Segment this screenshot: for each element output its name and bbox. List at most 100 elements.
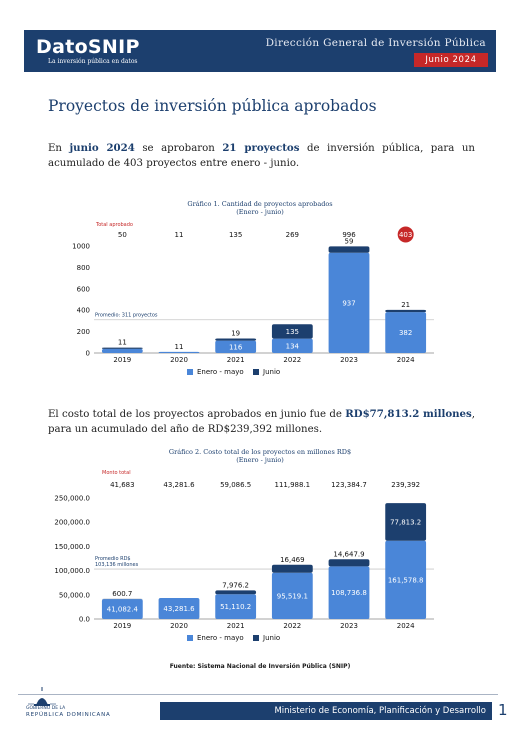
total-value: 996 — [342, 231, 356, 239]
bar-enero-mayo — [215, 594, 257, 619]
legend-label-enero-mayo: Enero - mayo — [197, 368, 244, 376]
data-label-enero-mayo: 95,519.1 — [277, 592, 308, 600]
data-label-enero-mayo: 51,110.2 — [220, 603, 251, 611]
page-number: 1 — [498, 701, 508, 719]
data-label-junio: 14,647.9 — [333, 550, 364, 558]
data-label-enero-mayo: 134 — [286, 342, 300, 350]
bar-enero-mayo — [385, 312, 427, 353]
legend-swatch-enero-mayo — [187, 635, 193, 641]
x-tick-label: 2019 — [113, 356, 131, 364]
bar-junio — [271, 564, 313, 573]
para2-text-1: El costo total de los proyectos aprobado… — [48, 409, 346, 420]
total-value: 50 — [118, 231, 127, 239]
para1-text-2: se aprobaron — [134, 143, 223, 154]
data-label-enero-mayo: 382 — [399, 329, 412, 337]
data-label-enero-mayo: 937 — [342, 299, 355, 307]
chart-projects-count: Gráfico 1. Cantidad de proyectos aprobad… — [72, 200, 434, 376]
brand-tagline: La inversión pública en datos — [48, 58, 138, 65]
paragraph-projects: En junio 2024 se aprobaron 21 proyectos … — [48, 141, 475, 171]
data-label-junio: 7,976.2 — [222, 581, 249, 589]
total-value: 41,683 — [110, 481, 135, 489]
page-title: Proyectos de inversión pública aprobados — [48, 97, 377, 115]
total-value: 123,384.7 — [331, 481, 367, 489]
total-label: Monto total — [102, 470, 131, 476]
x-tick-label: 2022 — [283, 622, 301, 630]
para1-highlight-count: 21 proyectos — [222, 142, 300, 154]
data-label-junio: 16,469 — [280, 556, 305, 564]
bar-junio — [328, 246, 370, 253]
data-label-junio: 77,813.2 — [390, 518, 421, 526]
y-tick-label: 200,000.0 — [54, 519, 90, 527]
header-banner: DatoSNIP La inversión pública en datos D… — [24, 30, 496, 72]
legend-label-junio: Junio — [262, 368, 280, 376]
total-value: 43,281.6 — [163, 481, 195, 489]
data-label-junio: 19 — [231, 330, 240, 338]
brand-logo: DatoSNIP — [36, 36, 140, 58]
data-label-junio: 600.7 — [112, 590, 132, 598]
y-tick-label: 0 — [86, 350, 90, 358]
y-tick-label: 200 — [77, 328, 90, 336]
y-tick-label: 600 — [77, 285, 90, 293]
para1-text-1: En — [48, 143, 70, 154]
data-label-junio: 11 — [118, 339, 127, 347]
bar-junio — [385, 309, 427, 313]
bar-junio — [215, 338, 257, 341]
data-label-junio: 135 — [286, 328, 299, 336]
bar-enero-mayo — [158, 598, 200, 619]
x-tick-label: 2020 — [170, 622, 188, 630]
para2-text-2: , para un acumulado del año de RD$239,39… — [48, 409, 476, 435]
x-tick-label: 2024 — [397, 622, 415, 630]
y-tick-label: 400 — [77, 307, 90, 315]
bar-enero-mayo — [101, 599, 143, 619]
y-tick-label: 100,000.0 — [54, 567, 90, 575]
para2-highlight-cost: RD$77,813.2 millones — [345, 408, 472, 420]
y-tick-label: 50,000.0 — [59, 591, 90, 599]
data-label-enero-mayo: 43,281.6 — [163, 605, 195, 613]
bar-junio — [328, 559, 370, 567]
data-label-enero-mayo: 116 — [229, 343, 243, 351]
data-label-junio: 59 — [345, 237, 354, 245]
organization-name: Dirección General de Inversión Pública — [265, 37, 486, 49]
legend-label-enero-mayo: Enero - mayo — [197, 634, 244, 642]
data-label-enero-mayo: 11 — [175, 343, 184, 351]
average-label: Promedio: 311 proyectos — [95, 313, 158, 319]
bar-enero-mayo — [385, 540, 427, 619]
government-name: REPÚBLICA DOMINICANA — [26, 712, 111, 718]
bar-junio — [101, 347, 143, 349]
bar-enero-mayo — [101, 348, 143, 353]
y-tick-label: 250,000.0 — [54, 495, 90, 503]
x-tick-label: 2019 — [113, 622, 131, 630]
para1-highlight-month: junio 2024 — [69, 142, 135, 154]
chart-subtitle: (Enero - junio) — [236, 456, 284, 464]
chart-subtitle: (Enero - junio) — [236, 208, 284, 216]
x-tick-label: 2024 — [397, 356, 415, 364]
source-note: Fuente: Sistema Nacional de Inversión Pú… — [169, 663, 351, 670]
chart-projects-cost: Gráfico 2. Costo total de los proyectos … — [54, 448, 434, 642]
footer-divider — [18, 694, 498, 695]
legend-label-junio: Junio — [262, 634, 280, 642]
government-seal-icon — [28, 687, 56, 706]
government-label: GOBIERNO DE LA — [26, 706, 66, 711]
y-tick-label: 1000 — [72, 243, 90, 251]
total-label: Total aprobado — [95, 222, 133, 228]
paragraph-cost: El costo total de los proyectos aprobado… — [48, 407, 475, 437]
legend-swatch-junio — [253, 369, 259, 375]
bar-enero-mayo — [158, 351, 200, 353]
total-value: 269 — [286, 231, 299, 239]
data-label-enero-mayo: 41,082.4 — [107, 606, 139, 614]
total-value: 239,392 — [391, 481, 420, 489]
average-label: 103,136 millones — [95, 562, 139, 568]
para1-text-3: de inversión pública, para un acumulado … — [48, 143, 475, 169]
bar-junio — [215, 590, 257, 595]
bar-junio — [385, 503, 427, 541]
y-tick-label: 150,000.0 — [54, 543, 90, 551]
average-label: Promedio RD$ — [95, 556, 131, 562]
y-tick-label: 800 — [77, 264, 90, 272]
x-tick-label: 2023 — [340, 356, 358, 364]
chart-title: Gráfico 2. Costo total de los proyectos … — [169, 448, 351, 456]
total-value: 11 — [175, 231, 184, 239]
legend-swatch-junio — [253, 635, 259, 641]
x-tick-label: 2021 — [227, 622, 245, 630]
bar-enero-mayo — [328, 252, 370, 353]
y-tick-label: 0.0 — [79, 616, 90, 624]
